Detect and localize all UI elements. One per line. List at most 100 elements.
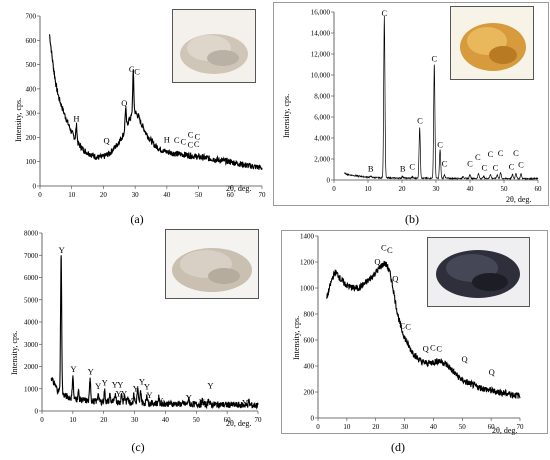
x-tick-label: 50 (501, 185, 509, 193)
y-tick-label: 6,000 (314, 114, 330, 122)
phase-label: C (518, 159, 524, 169)
x-axis-label: 2θ, deg. (492, 426, 518, 435)
inset-photo-a (172, 9, 256, 83)
x-tick-label: 30 (132, 191, 140, 199)
x-tick-label: 0 (40, 416, 44, 424)
y-tick-label: 800 (304, 311, 315, 319)
inset-photo-c (165, 229, 259, 299)
phase-label: Y (70, 364, 76, 374)
inset-photo-b (450, 6, 534, 80)
caption-d: (d) (391, 440, 405, 454)
phase-label: Y (186, 393, 192, 403)
y-tick-label: 1000 (300, 285, 315, 293)
y-tick-label: 4000 (24, 319, 39, 327)
y-tick-label: 100 (26, 158, 37, 166)
panel-d-frame (281, 230, 548, 434)
xrd-trace (50, 255, 259, 410)
x-tick-label: 10 (343, 423, 351, 431)
phase-label: H (164, 134, 170, 144)
y-tick-label: 1400 (300, 233, 315, 241)
y-tick-label: 400 (26, 85, 37, 93)
x-tick-label: 60 (227, 191, 235, 199)
phase-label: Y (242, 398, 248, 408)
panel-a: Intensity, cps. 2θ, deg. 0 100 200 300 400 50… (0, 0, 270, 230)
phase-label: C (436, 344, 442, 354)
y-tick-label: 400 (304, 363, 315, 371)
x-tick-label: 30 (433, 185, 441, 193)
y-tick-label: 2,000 (314, 156, 330, 164)
x-tick-label: 40 (430, 423, 438, 431)
phase-label: Y (102, 377, 108, 387)
phase-label: Y (112, 380, 118, 390)
phase-label: Y (127, 396, 133, 406)
xrd-pattern-a: 0 100 200 300 400 500 600 700 0 10 20 30 40 50 60 70 H Q Q… (26, 13, 267, 200)
phase-label: Y (157, 396, 163, 406)
phase-label: C (194, 131, 200, 141)
phase-label: Q (489, 367, 495, 377)
phase-label: Y (146, 390, 152, 400)
phase-label: C (513, 148, 519, 158)
y-tick-label: 0 (33, 183, 37, 191)
phase-label: B (400, 164, 406, 174)
y-tick-label: 7000 (24, 252, 39, 260)
y-tick-label: 8000 (24, 230, 39, 238)
x-tick-label: 60 (224, 416, 232, 424)
phase-label: Y (95, 381, 101, 391)
y-tick-label: 4,000 (314, 135, 330, 143)
x-axis-label: 2θ, deg. (226, 419, 252, 428)
y-tick-label: 300 (26, 110, 37, 118)
y-tick-label: 8,000 (314, 93, 330, 101)
phase-label: Q (462, 354, 468, 364)
phase-label: C (174, 135, 180, 145)
y-tick-label: 0 (35, 408, 39, 416)
phase-label: C (399, 320, 405, 330)
x-tick-label: 60 (535, 185, 543, 193)
caption-a: (a) (130, 212, 144, 226)
phase-label: C (405, 322, 411, 332)
x-tick-label: 50 (459, 423, 467, 431)
y-tick-label: 600 (26, 37, 37, 45)
phase-label: Y (115, 389, 121, 399)
xrd-pattern-b: 0 2,000 4,000 6,000 8,000 10,000 12,000 14,000 1… (311, 8, 543, 193)
caption-c: (c) (131, 440, 145, 454)
phase-label: C (475, 152, 481, 162)
phase-label: Q (392, 274, 398, 284)
phase-label: Y (88, 366, 94, 376)
panel-d: Intensity, cps. 2θ, deg. 0 200 400 600 800 10… (280, 225, 550, 460)
caption-b: (b) (405, 212, 419, 226)
phase-label: C (194, 139, 200, 149)
y-tick-label: 6000 (24, 274, 39, 282)
x-tick-label: 70 (259, 191, 267, 199)
phase-label: C (417, 115, 423, 125)
phase-label: C (442, 158, 448, 168)
x-tick-label: 10 (365, 185, 373, 193)
phase-label: C (431, 53, 437, 63)
phase-label: Q (423, 344, 429, 354)
phase-label: C (467, 158, 473, 168)
y-tick-label: 16,000 (311, 9, 331, 17)
phase-label: C (387, 245, 393, 255)
phase-label: C (381, 242, 387, 252)
x-tick-label: 10 (68, 191, 76, 199)
phase-label: B (368, 164, 374, 174)
phase-label: Y (133, 383, 139, 393)
phase-label: Y (199, 397, 205, 407)
x-tick-label: 40 (162, 416, 170, 424)
x-tick-label: 20 (399, 185, 407, 193)
x-tick-label: 30 (401, 423, 409, 431)
x-tick-label: 70 (255, 416, 263, 424)
y-tick-label: 0 (327, 177, 331, 185)
x-axis-label: 2θ, deg. (226, 184, 252, 193)
y-tick-label: 12,000 (311, 51, 331, 59)
phase-label: C (498, 148, 504, 158)
phase-label: C (409, 162, 415, 172)
x-tick-label: 30 (131, 416, 139, 424)
x-tick-label: 0 (38, 191, 42, 199)
y-tick-label: 5000 (24, 296, 39, 304)
x-tick-label: 20 (100, 191, 108, 199)
phase-label: Q (121, 98, 127, 108)
xrd-trace (344, 16, 539, 181)
phase-label: C (129, 64, 135, 74)
phase-label: Y (207, 380, 213, 390)
y-tick-label: 14,000 (311, 30, 331, 38)
